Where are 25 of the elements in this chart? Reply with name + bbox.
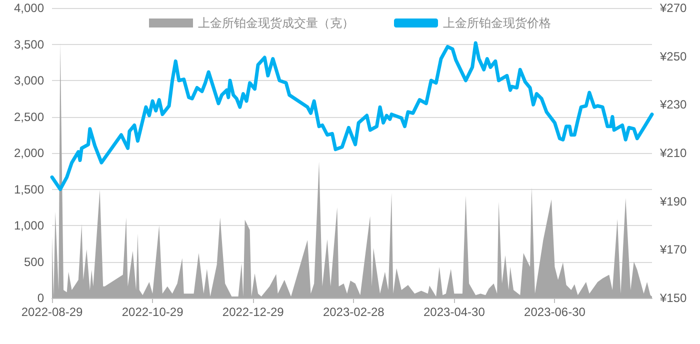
y-tick-label: 3,000 [14,74,44,88]
y2-tick-label: ¥190 [659,194,688,208]
legend-label: 上金所铂金现货价格 [443,16,551,30]
y2-tick-label: ¥150 [659,291,688,305]
y2-tick-label: ¥210 [659,146,688,160]
line-series [50,41,654,191]
y2-tick-label: ¥230 [659,98,688,112]
y2-tick-label: ¥270 [659,1,688,15]
y2-tick-label: ¥170 [659,242,688,257]
x-tick-label: 2023-06-30 [524,305,586,319]
y-tick-label: 2,500 [14,110,44,124]
x-tick-label: 2022-08-29 [21,305,84,319]
y-tick-label: 1,000 [14,218,44,232]
y-tick-label: 1,500 [14,182,44,196]
legend-label: 上金所铂金现货成交量（克） [198,16,354,30]
y-tick-label: 4,000 [14,1,44,15]
y-tick-label: 2,000 [14,146,44,160]
y-tick-label: 500 [24,254,44,269]
x-tick-label: 2022-12-29 [222,305,284,319]
x-tick-label: 2022-10-29 [122,305,184,319]
y-tick-label: 0 [37,291,44,305]
x-tick-label: 2023-02-28 [322,305,385,319]
x-tick-label: 2023-04-30 [424,305,486,319]
y2-tick-label: ¥250 [659,49,688,64]
y-tick-label: 3,500 [14,37,44,52]
